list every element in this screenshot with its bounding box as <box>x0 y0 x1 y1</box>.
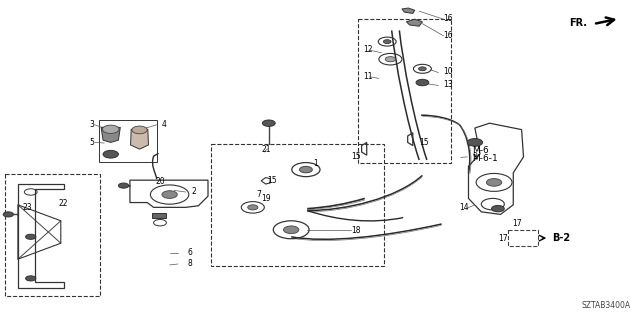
Text: 3: 3 <box>90 120 95 129</box>
Circle shape <box>486 179 502 186</box>
Bar <box>211 144 384 266</box>
Text: 14: 14 <box>460 203 469 212</box>
Text: 15: 15 <box>351 152 360 161</box>
Circle shape <box>383 40 391 44</box>
Text: FR.: FR. <box>570 18 588 28</box>
Circle shape <box>3 212 13 217</box>
Text: 6: 6 <box>188 248 193 257</box>
Circle shape <box>284 226 299 234</box>
Bar <box>508 230 538 246</box>
Text: 4: 4 <box>161 120 166 129</box>
Text: M-6-1: M-6-1 <box>472 154 498 163</box>
Circle shape <box>262 120 275 126</box>
Text: 13: 13 <box>444 80 453 89</box>
Text: 23: 23 <box>22 203 32 212</box>
Circle shape <box>467 139 483 146</box>
Circle shape <box>102 125 119 133</box>
Text: 10: 10 <box>444 68 453 76</box>
Polygon shape <box>402 8 415 13</box>
Bar <box>5 174 100 296</box>
Circle shape <box>385 57 396 62</box>
Text: 1: 1 <box>314 159 318 168</box>
Text: 21: 21 <box>261 145 271 154</box>
Circle shape <box>26 234 36 239</box>
Text: 12: 12 <box>364 45 373 54</box>
Text: 17: 17 <box>512 219 522 228</box>
Text: 18: 18 <box>351 226 360 235</box>
Circle shape <box>492 205 504 212</box>
Text: 11: 11 <box>364 72 373 81</box>
Circle shape <box>132 126 147 134</box>
Text: 15: 15 <box>268 176 277 185</box>
Bar <box>99 120 157 162</box>
Circle shape <box>416 79 429 86</box>
Text: 17: 17 <box>498 234 508 243</box>
Bar <box>152 213 166 218</box>
Text: 16: 16 <box>444 14 453 23</box>
Text: 8: 8 <box>188 260 192 268</box>
Circle shape <box>26 276 36 281</box>
Text: 2: 2 <box>192 188 196 196</box>
Text: 9: 9 <box>472 152 477 161</box>
Text: 5: 5 <box>90 138 95 147</box>
Circle shape <box>103 150 118 158</box>
Circle shape <box>300 166 312 173</box>
Text: 7: 7 <box>256 190 261 199</box>
Circle shape <box>118 183 129 188</box>
Text: 16: 16 <box>444 31 453 40</box>
Polygon shape <box>406 19 422 26</box>
Text: SZTAB3400A: SZTAB3400A <box>581 301 630 310</box>
Polygon shape <box>101 127 120 142</box>
Text: 20: 20 <box>156 177 165 186</box>
Text: 15: 15 <box>419 138 429 147</box>
Text: M-6: M-6 <box>472 146 489 155</box>
Polygon shape <box>131 129 148 149</box>
Circle shape <box>248 205 258 210</box>
Text: 19: 19 <box>261 194 271 203</box>
Circle shape <box>162 191 177 198</box>
Circle shape <box>419 67 426 71</box>
Bar <box>358 19 451 163</box>
Text: 22: 22 <box>59 199 68 208</box>
Text: B-2: B-2 <box>552 233 570 243</box>
